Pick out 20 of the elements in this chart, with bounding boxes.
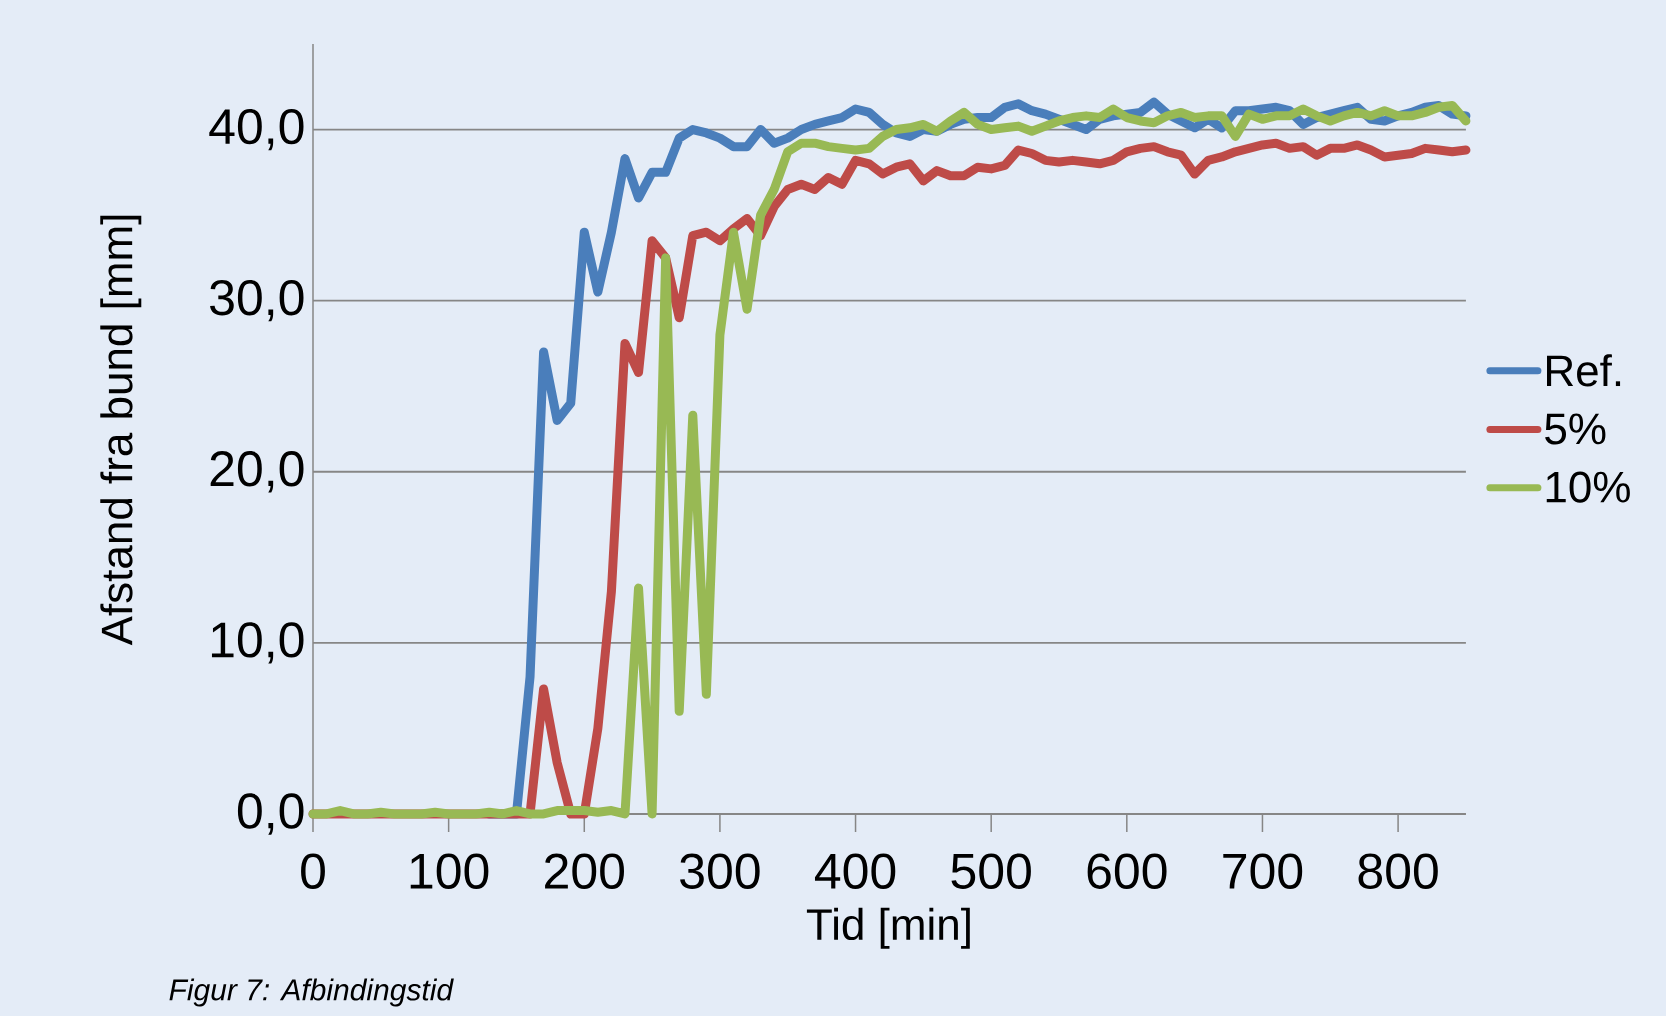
legend-label: 5% [1545, 413, 1606, 445]
x-tick-label: 500 [951, 853, 1031, 889]
x-tick-label: 0 [301, 853, 325, 889]
y-tick-label: 20,0 [210, 451, 304, 493]
x-tick-label: 600 [1087, 853, 1167, 889]
x-tick-label: 400 [814, 853, 896, 889]
text: Figur 7: Afbindingstid [169, 978, 454, 1007]
y-tick-label: 40,0 [209, 108, 304, 151]
legend-label: Ref. [1547, 354, 1621, 387]
y-tick-label: 10,0 [211, 622, 304, 664]
y-tick-label: 0,0 [237, 793, 304, 835]
x-tick-label: 100 [410, 853, 489, 889]
x-tick-label: 800 [1358, 853, 1438, 889]
x-tick-label: 200 [545, 853, 625, 889]
x-axis-title: Tid [min] [806, 907, 970, 949]
legend-label: 10% [1546, 471, 1630, 503]
y-axis-title: Afstand fra bund [mm] [100, 215, 142, 646]
y-tick-label: 30,0 [210, 280, 304, 322]
x-tick-label: 300 [680, 853, 760, 889]
x-tick-label: 700 [1223, 853, 1303, 889]
